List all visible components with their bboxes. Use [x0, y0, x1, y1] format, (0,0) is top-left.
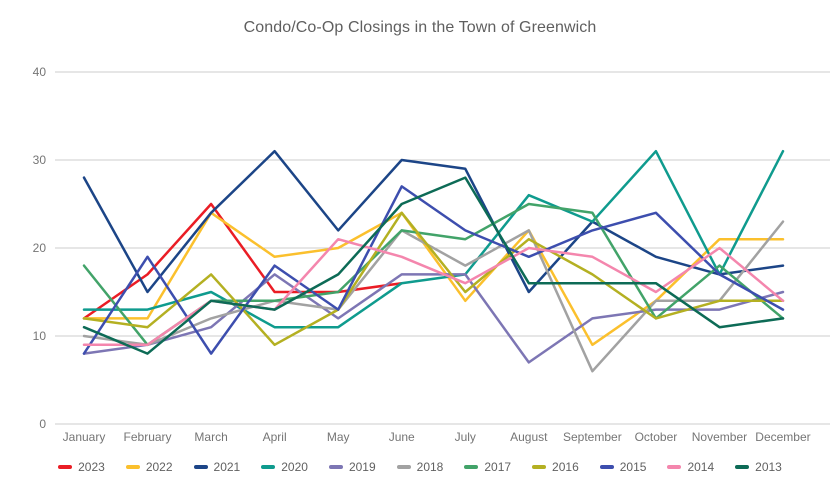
legend-swatch-icon — [261, 465, 276, 469]
legend-swatch-icon — [532, 465, 547, 469]
legend-label: 2015 — [619, 460, 647, 474]
legend-label: 2016 — [552, 460, 579, 474]
x-axis-label-march: March — [194, 430, 228, 444]
legend-swatch-icon — [599, 465, 614, 469]
legend-item-2018: 2018 — [396, 460, 444, 474]
series-line-2020[interactable] — [82, 149, 785, 329]
legend-item-2013: 2013 — [735, 460, 782, 474]
x-axis-label-may: May — [326, 430, 350, 444]
series-line-2013[interactable] — [82, 176, 785, 355]
legend-label: 2019 — [348, 460, 376, 474]
legend-swatch-icon — [125, 465, 140, 469]
legend-item-2022: 2022 — [125, 460, 173, 474]
legend-swatch-icon — [396, 465, 411, 469]
legend-label: 2020 — [281, 460, 308, 474]
legend-item-2015: 2015 — [599, 460, 647, 474]
legend-label: 2021 — [213, 460, 241, 474]
x-axis-label-december: December — [755, 430, 811, 444]
x-axis-label-november: November — [691, 430, 748, 444]
x-axis-label-june: June — [388, 430, 415, 444]
y-axis-label: 10 — [32, 329, 46, 343]
legend-label: 2022 — [145, 460, 173, 474]
x-axis-label-january: January — [62, 430, 106, 444]
chart-legend: 2023 2022 2021 2020 2019 2018 2017 2016 2015 2014… — [0, 460, 840, 474]
legend-swatch-icon — [735, 465, 750, 469]
legend-item-2017: 2017 — [464, 460, 511, 474]
legend-item-2023: 2023 — [58, 460, 105, 474]
x-axis-label-september: September — [563, 430, 622, 444]
legend-swatch-icon — [58, 465, 73, 469]
x-axis-label-february: February — [123, 430, 172, 444]
legend-item-2014: 2014 — [667, 460, 714, 474]
legend-item-2021: 2021 — [193, 460, 241, 474]
legend-label: 2018 — [416, 460, 444, 474]
legend-label: 2013 — [755, 460, 782, 474]
legend-label: 2023 — [78, 460, 105, 474]
legend-swatch-icon — [667, 465, 682, 469]
x-axis-label-july: July — [454, 430, 476, 444]
series-line-2021[interactable] — [82, 149, 785, 294]
y-axis-label: 0 — [39, 417, 46, 431]
legend-item-2016: 2016 — [532, 460, 579, 474]
x-axis-label-april: April — [262, 430, 287, 444]
legend-swatch-icon — [328, 465, 343, 469]
legend-item-2020: 2020 — [261, 460, 308, 474]
y-axis-label: 20 — [32, 241, 46, 255]
legend-label: 2017 — [484, 460, 512, 474]
chart-title: Condo/Co-Op Closings in the Town of Gree… — [243, 19, 597, 36]
legend-swatch-icon — [464, 465, 479, 469]
legend-item-2019: 2019 — [328, 460, 376, 474]
y-axis-label: 30 — [32, 153, 46, 167]
x-axis-label-october: October — [634, 430, 678, 444]
y-axis-label: 40 — [32, 65, 46, 79]
series-line-2016[interactable] — [82, 211, 785, 347]
legend-label: 2014 — [687, 460, 715, 474]
series-line-2015[interactable] — [82, 185, 785, 355]
series-line-2018[interactable] — [82, 220, 785, 373]
x-axis-label-august: August — [510, 430, 548, 444]
legend-swatch-icon — [193, 465, 208, 469]
